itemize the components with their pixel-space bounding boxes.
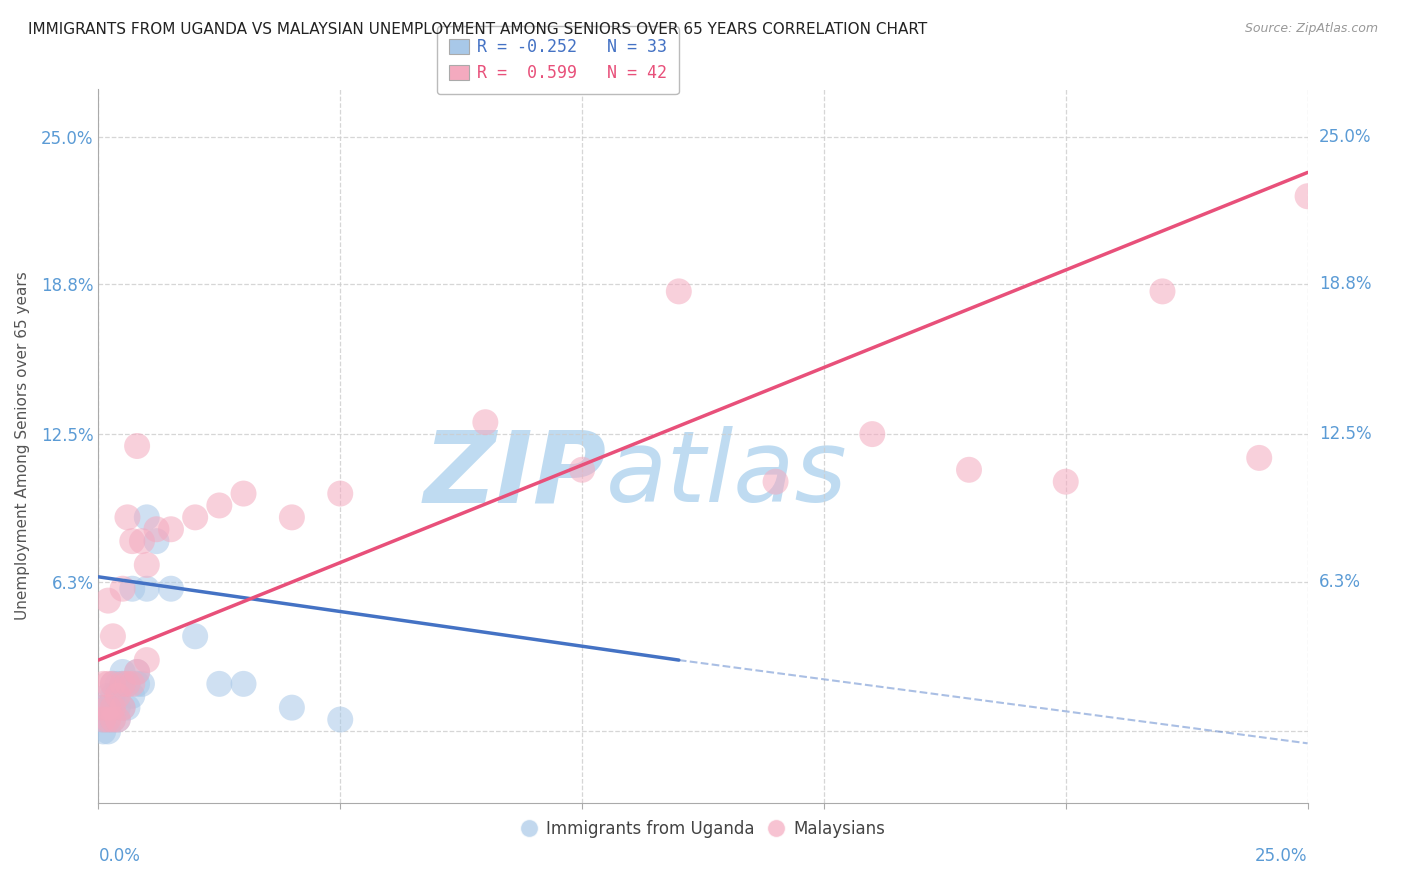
- Text: atlas: atlas: [606, 426, 848, 523]
- Point: [957, 463, 980, 477]
- Point: [121, 677, 143, 691]
- Point: [160, 522, 183, 536]
- Point: [97, 700, 120, 714]
- Point: [127, 665, 149, 679]
- Point: [135, 510, 157, 524]
- Point: [131, 677, 153, 691]
- Point: [101, 677, 124, 691]
- Point: [135, 582, 157, 596]
- Point: [91, 713, 114, 727]
- Text: ZIP: ZIP: [423, 426, 606, 523]
- Point: [145, 522, 167, 536]
- Point: [135, 653, 157, 667]
- Point: [97, 713, 120, 727]
- Point: [91, 724, 114, 739]
- Point: [121, 534, 143, 549]
- Point: [111, 582, 134, 596]
- Text: 0.0%: 0.0%: [98, 847, 141, 865]
- Point: [91, 700, 114, 714]
- Point: [97, 677, 120, 691]
- Point: [101, 713, 124, 727]
- Point: [111, 665, 134, 679]
- Point: [107, 713, 129, 727]
- Point: [101, 713, 124, 727]
- Point: [117, 510, 139, 524]
- Point: [127, 439, 149, 453]
- Y-axis label: Unemployment Among Seniors over 65 years: Unemployment Among Seniors over 65 years: [15, 272, 30, 620]
- Point: [91, 700, 114, 714]
- Point: [107, 713, 129, 727]
- Point: [117, 700, 139, 714]
- Point: [111, 677, 134, 691]
- Point: [208, 499, 231, 513]
- Point: [281, 700, 304, 714]
- Point: [135, 558, 157, 572]
- Point: [101, 700, 124, 714]
- Point: [329, 713, 352, 727]
- Point: [127, 677, 149, 691]
- Point: [117, 677, 139, 691]
- Point: [131, 534, 153, 549]
- Text: 25.0%: 25.0%: [1256, 847, 1308, 865]
- Point: [208, 677, 231, 691]
- Point: [107, 677, 129, 691]
- Point: [121, 582, 143, 596]
- Point: [97, 593, 120, 607]
- Point: [101, 700, 124, 714]
- Point: [860, 427, 883, 442]
- Point: [184, 510, 207, 524]
- Text: 25.0%: 25.0%: [1319, 128, 1371, 145]
- Point: [329, 486, 352, 500]
- Point: [101, 677, 124, 691]
- Point: [97, 700, 120, 714]
- Point: [668, 285, 690, 299]
- Point: [91, 677, 114, 691]
- Point: [91, 713, 114, 727]
- Point: [160, 582, 183, 596]
- Point: [117, 677, 139, 691]
- Text: Source: ZipAtlas.com: Source: ZipAtlas.com: [1244, 22, 1378, 36]
- Text: 12.5%: 12.5%: [1319, 425, 1371, 443]
- Point: [121, 689, 143, 703]
- Text: 6.3%: 6.3%: [1319, 573, 1361, 591]
- Point: [97, 689, 120, 703]
- Point: [97, 713, 120, 727]
- Point: [1054, 475, 1077, 489]
- Point: [474, 415, 496, 429]
- Point: [571, 463, 593, 477]
- Point: [232, 677, 254, 691]
- Point: [232, 486, 254, 500]
- Point: [101, 689, 124, 703]
- Point: [97, 724, 120, 739]
- Point: [1152, 285, 1174, 299]
- Text: IMMIGRANTS FROM UGANDA VS MALAYSIAN UNEMPLOYMENT AMONG SENIORS OVER 65 YEARS COR: IMMIGRANTS FROM UGANDA VS MALAYSIAN UNEM…: [28, 22, 928, 37]
- Point: [1249, 450, 1271, 465]
- Legend: Immigrants from Uganda, Malaysians: Immigrants from Uganda, Malaysians: [515, 814, 891, 845]
- Point: [111, 700, 134, 714]
- Point: [111, 700, 134, 714]
- Point: [107, 689, 129, 703]
- Point: [101, 629, 124, 643]
- Point: [281, 510, 304, 524]
- Point: [1296, 189, 1319, 203]
- Point: [107, 700, 129, 714]
- Point: [111, 677, 134, 691]
- Text: 18.8%: 18.8%: [1319, 276, 1371, 293]
- Point: [765, 475, 787, 489]
- Point: [145, 534, 167, 549]
- Point: [184, 629, 207, 643]
- Point: [127, 665, 149, 679]
